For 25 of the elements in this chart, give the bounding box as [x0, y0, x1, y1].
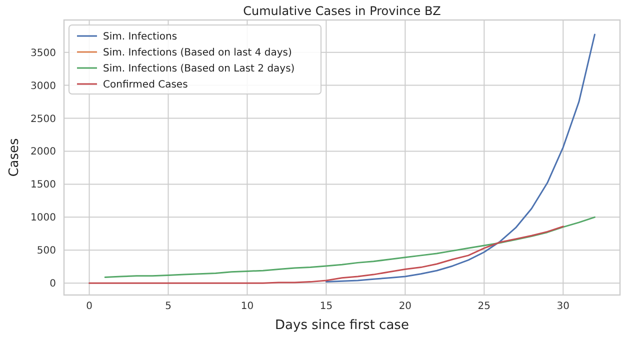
y-tick-label: 1500	[30, 180, 56, 191]
x-tick-label: 0	[86, 301, 92, 312]
line-series	[104, 216, 596, 278]
chart-title: Cumulative Cases in Province BZ	[243, 4, 441, 18]
y-tick-label: 2500	[30, 114, 56, 125]
legend-label: Sim. Infections	[103, 32, 178, 42]
x-tick-label: 5	[165, 301, 172, 312]
x-tick-label: 25	[478, 301, 491, 312]
x-axis-title: Days since first case	[275, 318, 409, 333]
legend-label: Sim. Infections (Based on last 4 days)	[103, 48, 292, 58]
y-tick-label: 0	[50, 278, 56, 290]
y-tick-label: 2000	[30, 146, 56, 158]
y-tick-label: 500	[36, 246, 56, 257]
line-series	[325, 34, 596, 283]
y-tick-label: 1000	[30, 212, 56, 224]
legend-label: Sim. Infections (Based on Last 2 days)	[103, 64, 295, 74]
x-tick-label: 20	[398, 301, 412, 312]
x-tick-label: 15	[320, 301, 333, 312]
y-tick-label: 3000	[30, 80, 56, 92]
legend-label: Confirmed Cases	[103, 80, 188, 90]
line-series	[88, 226, 564, 284]
y-tick-label: 3500	[30, 48, 56, 59]
x-tick-label: 10	[240, 301, 254, 312]
y-axis-title: Cases	[7, 138, 22, 177]
x-tick-label: 30	[556, 301, 570, 312]
